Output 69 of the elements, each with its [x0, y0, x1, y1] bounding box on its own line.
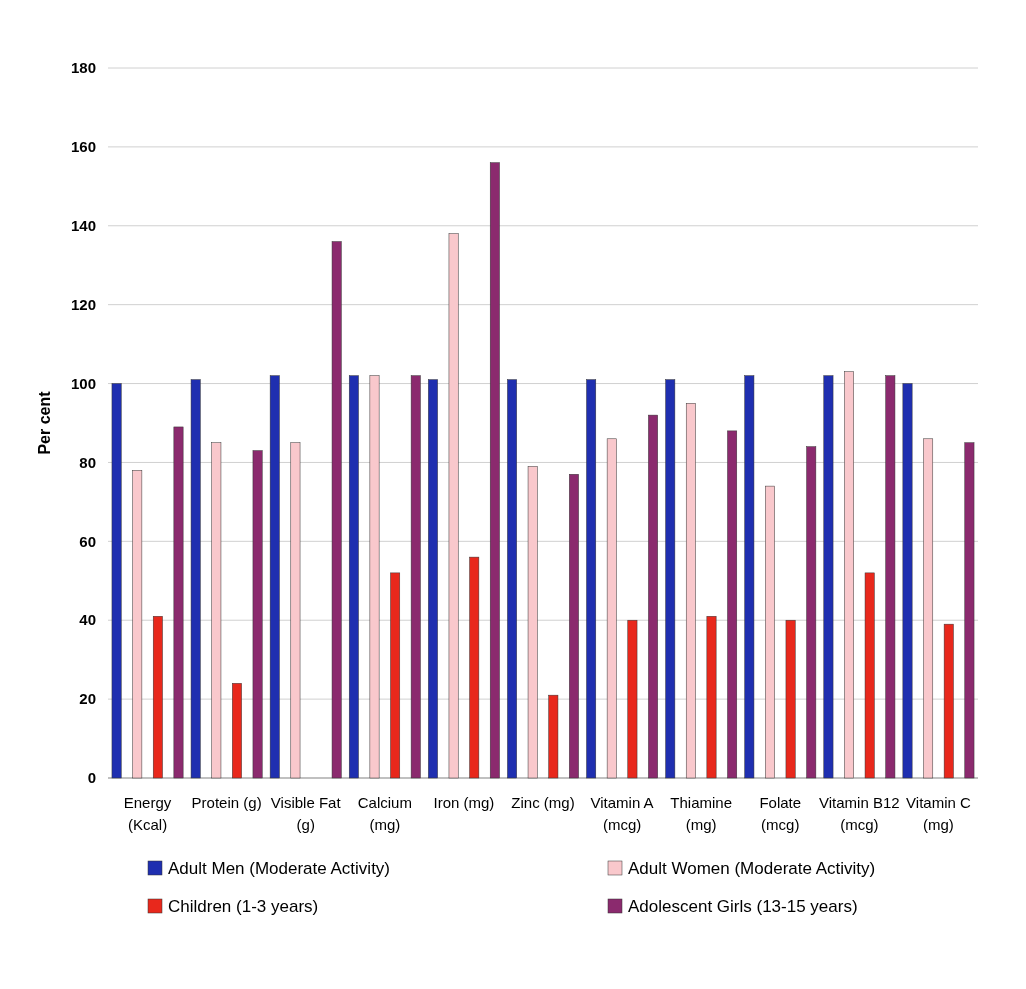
x-tick-label: Thiamine (mg) [670, 794, 733, 833]
bar [290, 442, 301, 779]
bar [806, 446, 817, 779]
legend-label: Adolescent Girls (13-15 years) [628, 896, 858, 916]
y-tick-label: 80 [79, 453, 96, 471]
legend-label: Children (1-3 years) [168, 896, 319, 916]
legend-label: Adult Women (Moderate Activity) [628, 858, 876, 878]
bar [111, 383, 122, 779]
bar [823, 375, 834, 779]
bar [211, 442, 222, 779]
bar [648, 414, 658, 779]
y-tick-label: 40 [79, 611, 96, 629]
bar [785, 619, 796, 779]
x-tick-label: Vitamin B12 (mcg) [819, 794, 900, 833]
bar [964, 442, 975, 779]
bar [727, 430, 738, 779]
bar [586, 379, 597, 779]
bar [706, 616, 717, 779]
x-tick-label: Folate (mcg) [759, 794, 802, 833]
y-tick-label: 160 [70, 138, 96, 156]
x-tick-label: Zinc (mg) [511, 794, 575, 811]
bar [348, 375, 359, 779]
bar [152, 616, 163, 779]
x-tick-label: Calcium (mg) [357, 794, 412, 833]
x-tick-label: Vitamin A (mcg) [590, 794, 654, 833]
y-tick-label: 180 [70, 59, 96, 77]
bar [390, 572, 401, 779]
bar [864, 572, 875, 779]
bar [943, 623, 954, 779]
bar [369, 375, 380, 779]
bar [902, 383, 913, 779]
bar [507, 379, 517, 779]
x-tick-label: Visible Fat (g) [270, 794, 342, 833]
y-tick-label: 100 [70, 374, 96, 392]
bar [844, 371, 854, 779]
bar [469, 556, 480, 779]
bar [331, 241, 342, 779]
y-tick-label: 0 [87, 769, 96, 787]
x-tick-label: Protein (g) [191, 794, 262, 811]
bar [923, 438, 934, 779]
bar [132, 470, 143, 779]
bar [548, 694, 559, 779]
bar [685, 403, 696, 779]
bar [173, 426, 184, 779]
bar [428, 379, 438, 779]
x-tick-label: Energy (Kcal) [123, 794, 172, 833]
bar [252, 450, 263, 779]
bar [269, 375, 280, 779]
x-tick-label: Vitamin C (mg) [906, 794, 971, 833]
y-tick-label: 140 [70, 217, 96, 235]
bar [232, 683, 242, 779]
bar [665, 379, 676, 779]
bar [410, 375, 421, 779]
bar [744, 375, 755, 779]
bar [448, 233, 459, 779]
bar [190, 379, 201, 779]
y-tick-label: 120 [70, 295, 96, 313]
bar [885, 375, 896, 779]
y-tick-label: 60 [79, 532, 96, 550]
legend-label: Adult Men (Moderate Activity) [168, 858, 391, 878]
bar [527, 466, 538, 779]
y-axis-title: Per cent [36, 390, 53, 455]
bar [627, 619, 638, 779]
bar [569, 474, 579, 779]
bar [606, 438, 617, 779]
y-tick-label: 20 [79, 690, 96, 708]
bar [489, 162, 500, 779]
x-tick-label: Iron (mg) [433, 794, 495, 811]
bar [765, 485, 775, 779]
